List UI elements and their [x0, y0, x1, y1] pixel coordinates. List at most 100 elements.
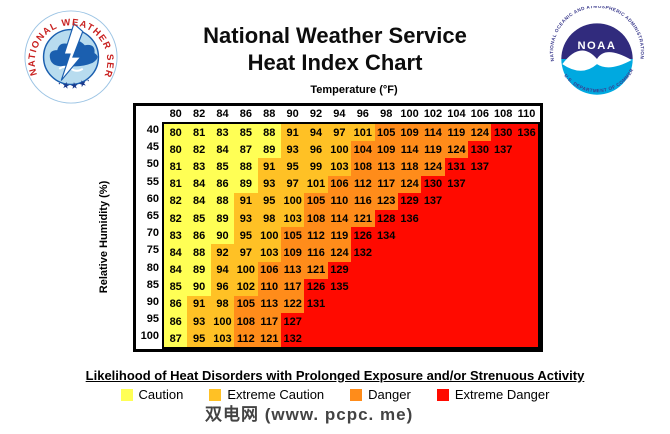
- heat-index-cell: [514, 227, 539, 245]
- heat-index-cell: 121: [351, 209, 375, 228]
- heat-index-cell: [514, 244, 539, 262]
- heat-index-cell: 83: [187, 158, 211, 176]
- humidity-label-cell: 65: [146, 209, 159, 222]
- heat-index-cell: 137: [444, 175, 469, 193]
- legend-item: Danger: [350, 387, 411, 402]
- heat-index-cell: [397, 227, 422, 245]
- heat-index-cell: 87: [234, 141, 258, 159]
- heat-index-cell: 97: [234, 244, 258, 262]
- heat-index-cell: [491, 244, 515, 262]
- heat-index-cell: [374, 330, 398, 348]
- heat-index-cell: 113: [280, 261, 305, 279]
- humidity-label-cell: 45: [146, 141, 159, 154]
- heat-index-cell: 88: [187, 244, 211, 262]
- heat-index-cell: 83: [210, 124, 235, 142]
- heat-index-cell: 80: [164, 141, 188, 159]
- heat-index-cell: 90: [187, 278, 211, 296]
- humidity-label-cell: 70: [146, 227, 159, 240]
- heat-index-cell: 113: [374, 158, 398, 176]
- heat-index-cell: [351, 313, 375, 331]
- heat-index-cell: 81: [164, 158, 188, 176]
- heat-index-cell: 84: [164, 244, 188, 262]
- heat-index-cell: 85: [164, 278, 188, 296]
- heat-index-cell: 108: [234, 313, 258, 331]
- heat-index-cell: 105: [374, 124, 398, 142]
- heat-index-cell: 84: [210, 141, 235, 159]
- heat-index-cell: 102: [234, 278, 258, 296]
- heat-index-cell: 82: [187, 141, 211, 159]
- heat-index-cell: 114: [327, 209, 352, 228]
- heat-index-cell: [374, 295, 398, 314]
- heat-index-cell: [444, 330, 469, 348]
- heat-index-cell: 88: [234, 158, 258, 176]
- heat-index-cell: 124: [468, 124, 492, 142]
- heat-index-cell: [374, 278, 398, 296]
- heat-index-cell: [421, 278, 445, 296]
- heat-index-cell: 113: [257, 295, 281, 314]
- heat-index-cell: 81: [164, 175, 188, 193]
- humidity-label-cell: 75: [146, 244, 159, 257]
- watermark-text: 双电网 (www. pcpc. me): [205, 405, 414, 424]
- heat-index-cell: 85: [210, 158, 235, 176]
- heat-index-cell: 108: [304, 209, 328, 228]
- heat-index-cell: [514, 175, 539, 193]
- heat-index-cell: 114: [421, 124, 445, 142]
- heat-index-cell: [444, 313, 469, 331]
- heat-index-cell: [468, 295, 492, 314]
- title-line-1: National Weather Service: [203, 23, 467, 48]
- legend-item: Caution: [120, 387, 183, 402]
- heat-index-cell: 88: [210, 192, 235, 210]
- heat-index-cell: 91: [187, 295, 211, 314]
- noaa-bird-shape: [562, 50, 632, 71]
- heat-index-cell: [421, 313, 445, 331]
- heat-index-grid: 80 81 83 85 88 91 94 97 101 105 109 114 119 124 130 136…: [162, 122, 541, 350]
- temperature-header-cell: 108: [493, 108, 513, 120]
- legend-swatch-icon: [350, 388, 363, 401]
- temperature-header-row: 80 82 84 86 88 90 92 94 96 98 100 102 104 106 108 110: [164, 106, 540, 122]
- heat-index-cell: 123: [374, 192, 398, 210]
- heat-index-cell: [468, 192, 492, 210]
- heat-index-cell: 109: [280, 244, 305, 262]
- heat-index-cell: 92: [210, 244, 235, 262]
- heat-index-cell: 86: [187, 227, 211, 245]
- heat-index-cell: 90: [210, 227, 235, 245]
- temperature-header-cell: 84: [216, 108, 229, 120]
- temperature-header-cell: 96: [356, 108, 369, 120]
- heat-index-cell: 97: [327, 124, 352, 142]
- heat-index-cell: [468, 313, 492, 331]
- heat-index-cell: [304, 313, 328, 331]
- humidity-label-cell: 100: [140, 330, 159, 343]
- heat-index-cell: 95: [234, 227, 258, 245]
- heat-index-cell: 95: [187, 330, 211, 348]
- heat-index-cell: [444, 261, 469, 279]
- heat-index-cell: 137: [468, 158, 492, 176]
- heat-index-cell: 116: [304, 244, 328, 262]
- heat-index-cell: [514, 141, 539, 159]
- heat-index-cell: 93: [280, 141, 305, 159]
- heat-index-cell: 85: [234, 124, 258, 142]
- legend-label: Extreme Danger: [454, 387, 550, 402]
- heat-index-cell: 95: [280, 158, 305, 176]
- heat-index-cell: [491, 175, 515, 193]
- humidity-label-cell: 85: [146, 278, 159, 291]
- heat-index-cell: [397, 278, 422, 296]
- legend-swatch-icon: [436, 388, 449, 401]
- temperature-header-cell: 110: [517, 108, 536, 120]
- humidity-labels-column: 40 45 50 55 60 65 70 75 80 85 90 95 100: [136, 122, 162, 349]
- heat-index-cell: [491, 158, 515, 176]
- heat-index-cell: [351, 330, 375, 348]
- temperature-header-cell: 80: [169, 108, 182, 120]
- heat-index-cell: 95: [257, 192, 281, 210]
- heat-index-cell: [468, 209, 492, 228]
- heat-index-cell: 129: [327, 261, 352, 279]
- heat-index-cell: 96: [210, 278, 235, 296]
- page-title: National Weather Service Heat Index Char…: [120, 22, 550, 76]
- heat-index-cell: 93: [187, 313, 211, 331]
- heat-index-cell: 112: [234, 330, 258, 348]
- legend-swatch-icon: [120, 388, 133, 401]
- heat-index-cell: 97: [280, 175, 305, 193]
- heat-index-cell: [397, 295, 422, 314]
- heat-index-cell: 112: [351, 175, 375, 193]
- heat-index-cell: [374, 244, 398, 262]
- humidity-axis-label: Relative Humidity (%): [98, 180, 110, 294]
